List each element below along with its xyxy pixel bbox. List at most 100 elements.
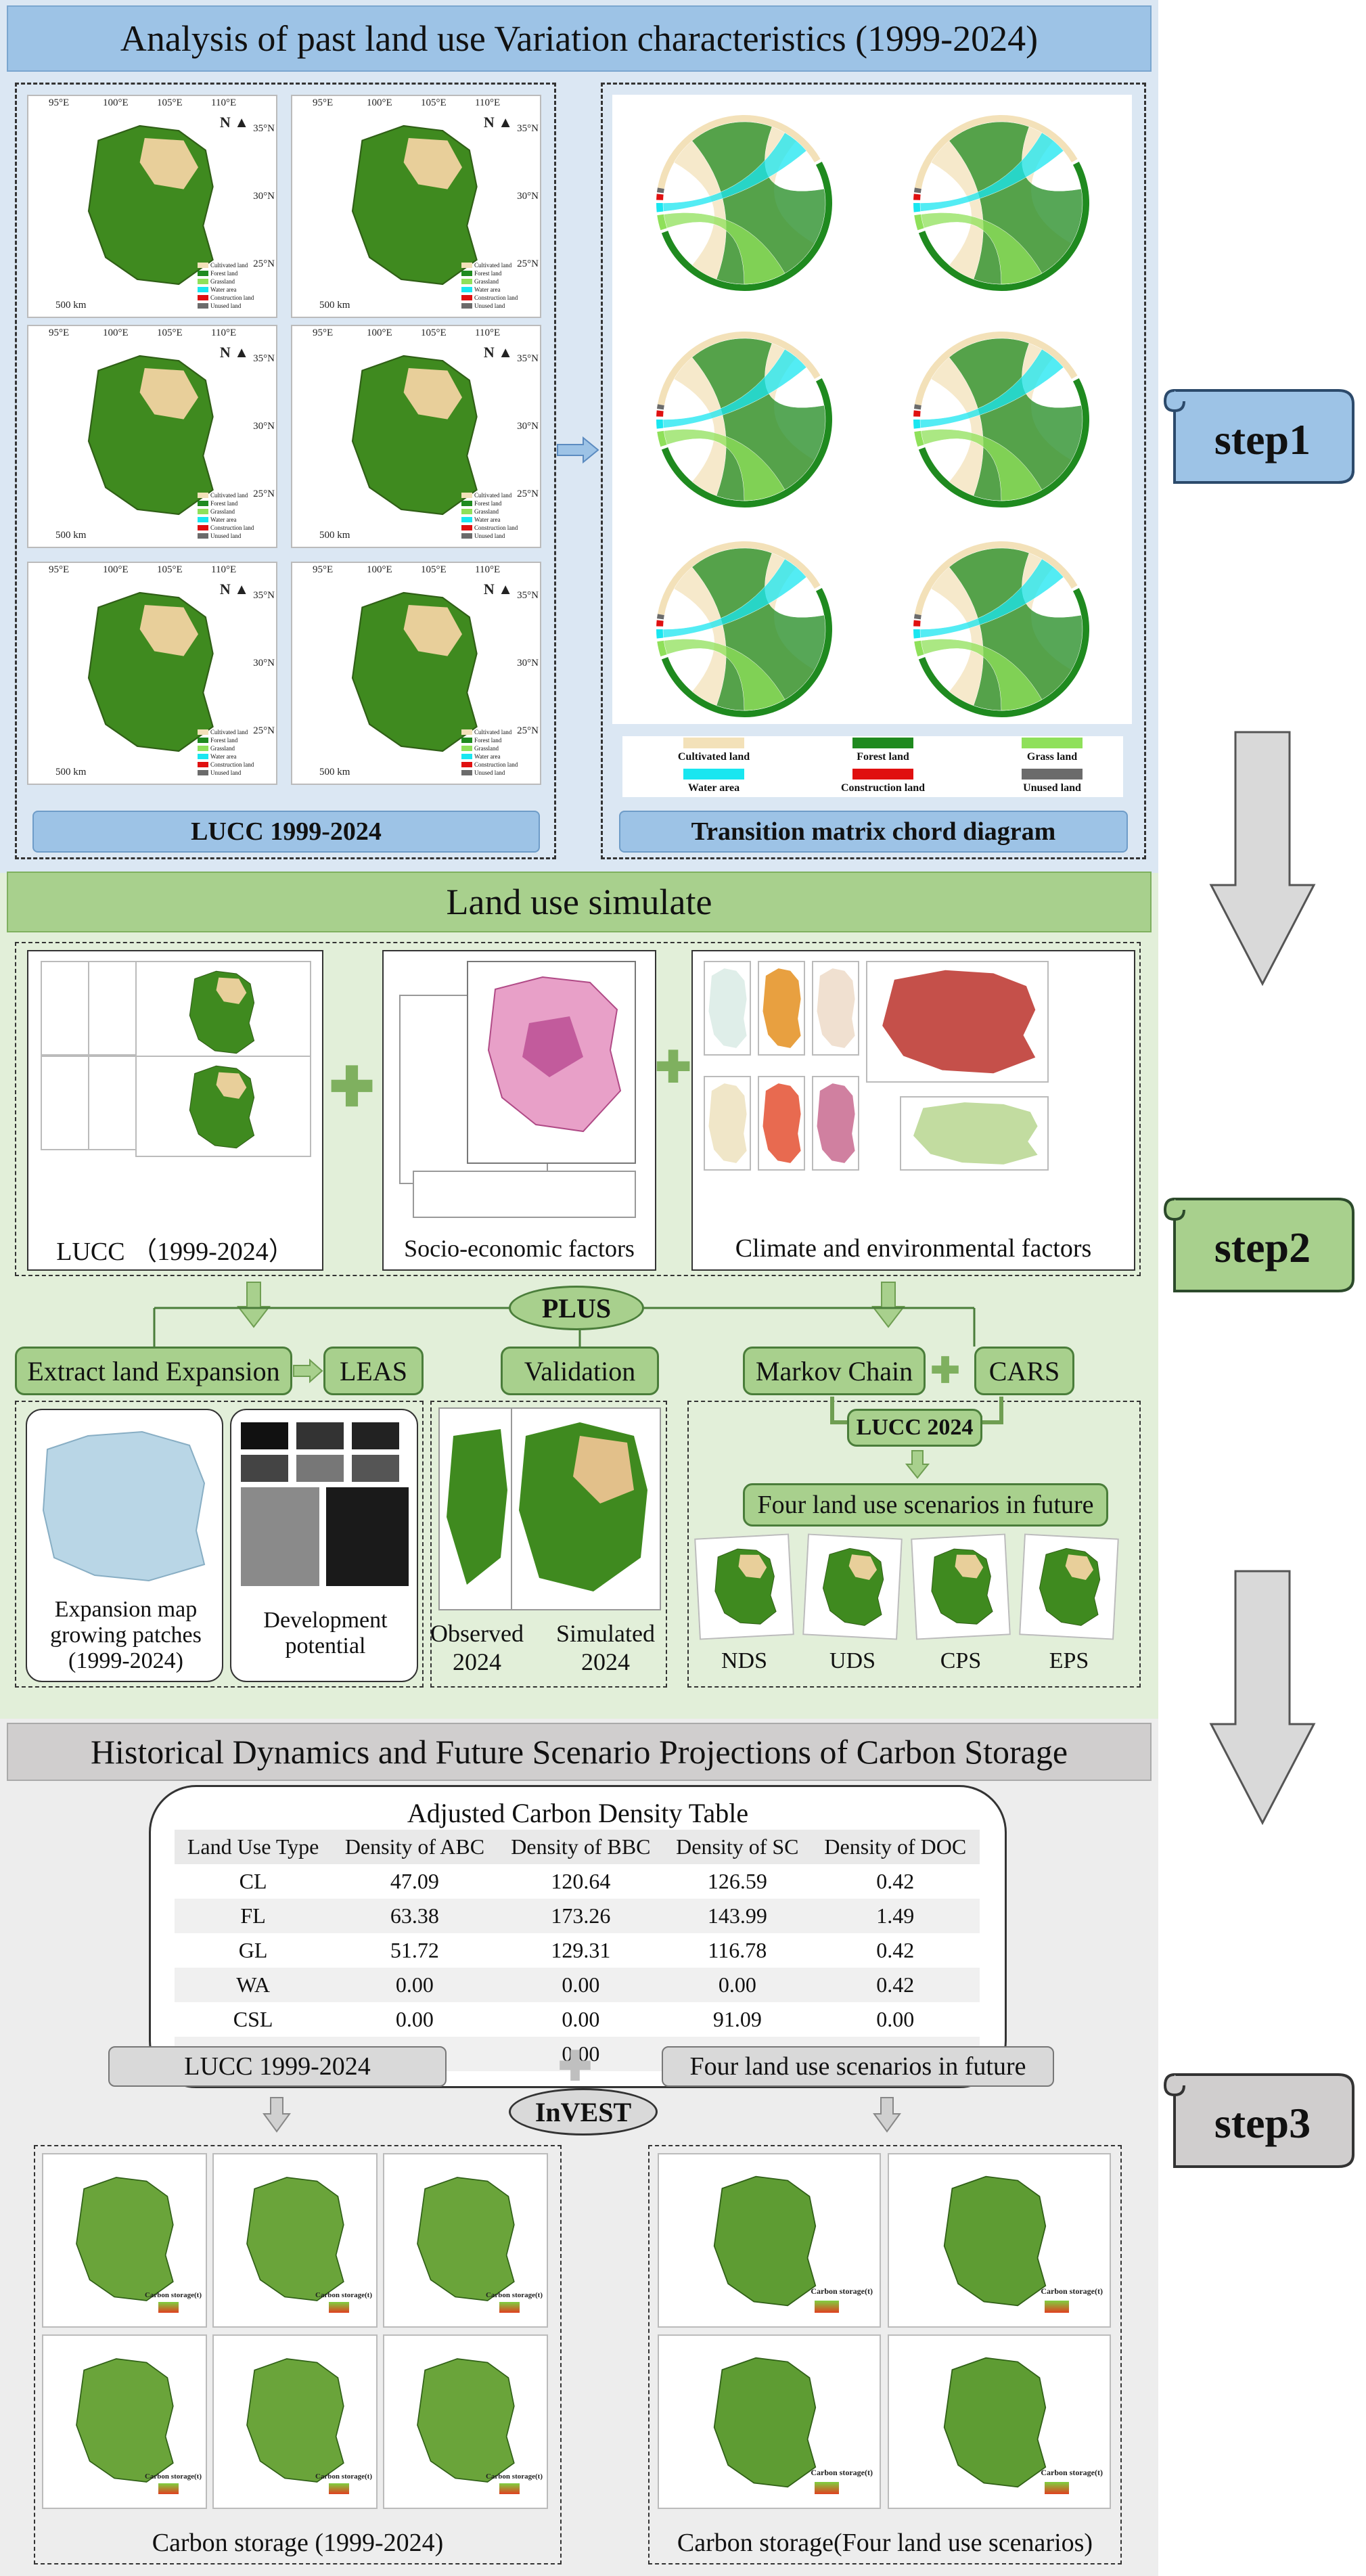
carbon-map: Carbon storage(t) — [212, 2153, 378, 2328]
chord-arc — [914, 640, 924, 657]
region-shape — [351, 591, 478, 752]
socio-factor-map-lower — [413, 1171, 636, 1218]
legend-swatch — [461, 271, 472, 276]
lat-tick: 25°N — [517, 258, 539, 269]
carbon-legend-ramp — [815, 2301, 839, 2313]
legend-swatch — [198, 263, 208, 268]
step3-label: step3 — [1214, 2099, 1311, 2147]
legend-entry: Forest land — [198, 736, 272, 744]
plus-icon: ✚ — [329, 1058, 375, 1118]
legend-label: Water area — [210, 753, 237, 760]
map-legend: Cultivated land Forest land Grassland Water… — [461, 261, 536, 310]
table-cell: 0.00 — [876, 2007, 915, 2031]
chord-legend-item: Cultivated land — [636, 736, 792, 766]
step2-ribbon — [1163, 1198, 1354, 1292]
table-cell: 129.31 — [551, 1938, 611, 1962]
legend-entry: Construction land — [461, 294, 536, 302]
lucc-map: 95°E 100°E 105°E 110°E 35°N 30°N 25°N N ▲ 500 km… — [27, 95, 277, 318]
chord-arc — [657, 332, 821, 406]
table-row: WA 0.00 0.00 0.00 0.42 — [175, 1968, 980, 2002]
carbon-legend-ramp — [329, 2302, 349, 2313]
region-shape — [76, 2177, 174, 2301]
chord-arc — [913, 620, 921, 627]
carbon-density-table: Land Use Type Density of ABC Density of BB… — [175, 1830, 980, 2071]
development-potential-maps — [241, 1422, 409, 1586]
table-cell: CL — [239, 1869, 267, 1893]
lat-tick: 30°N — [253, 658, 275, 669]
table-cell: 0.00 — [718, 1972, 756, 1997]
carbon-legend-title: Carbon storage(t) — [1041, 2286, 1103, 2296]
table-cell: 0.00 — [395, 2007, 434, 2031]
lon-tick: 105°E — [157, 327, 183, 338]
legend-label: Unused land — [210, 302, 242, 309]
legend-swatch — [461, 729, 472, 735]
scale-bar: 500 km — [319, 530, 350, 541]
population-density-map — [487, 976, 622, 1133]
chord-arc — [913, 203, 921, 212]
observed-map — [438, 1407, 513, 1610]
section3-title: Historical Dynamics and Future Scenario … — [7, 1723, 1152, 1781]
chord-arc — [656, 203, 664, 212]
carbon-legend-ramp — [158, 2302, 179, 2313]
legend-swatch — [198, 279, 208, 284]
lat-tick: 30°N — [253, 191, 275, 202]
legend-entry: Unused land — [198, 532, 272, 540]
map-legend: Cultivated land Forest land Grassland Water… — [198, 491, 272, 540]
lon-tick: 105°E — [421, 97, 447, 108]
carbon-legend-ramp — [329, 2483, 349, 2494]
lon-tick: 105°E — [157, 97, 183, 108]
legend-label: Construction land — [474, 294, 518, 301]
scenario-panel — [687, 1401, 1141, 1688]
carbon-map: Carbon storage(t) — [658, 2153, 881, 2328]
four-scenarios-box: Four land use scenarios in future — [743, 1483, 1108, 1527]
chord-arc — [913, 187, 921, 194]
legend-swatch — [198, 517, 208, 522]
legend-label: Construction land — [210, 524, 254, 531]
lat-tick: 30°N — [517, 658, 539, 669]
chord-diagram — [656, 332, 832, 508]
region-shape — [713, 2175, 817, 2307]
legend-label: Construction land — [210, 294, 254, 301]
scenario-label: CPS — [940, 1648, 982, 1673]
lat-tick: 35°N — [253, 123, 275, 134]
lucc-map: 95°E 100°E 105°E 110°E 35°N 30°N 25°N N ▲ 500 km… — [27, 562, 277, 785]
legend-swatch — [461, 746, 472, 751]
plus-icon: ✚ — [557, 2044, 593, 2089]
lat-tick: 35°N — [517, 353, 539, 364]
region-shape — [246, 2177, 344, 2301]
legend-swatch — [461, 501, 472, 506]
scale-bar: 500 km — [55, 300, 87, 311]
cars-box: CARS — [974, 1347, 1074, 1395]
plus-icon: ✚ — [930, 1352, 960, 1391]
right-arrow-icon — [557, 436, 599, 464]
legend-label: Cultivated land — [210, 262, 248, 269]
table-cell: 91.09 — [712, 2007, 762, 2031]
map-legend: Cultivated land Forest land Grassland Water… — [198, 261, 272, 310]
down-arrow-icon — [905, 1450, 930, 1479]
chord-arc — [657, 430, 667, 447]
legend-entry: Water area — [198, 752, 272, 761]
right-arrow-icon — [293, 1359, 323, 1383]
lon-tick: 105°E — [421, 564, 447, 575]
down-arrow-icon — [1209, 1570, 1316, 1826]
simulated-caption: Simulated 2024 — [556, 1620, 655, 1675]
scale-bar: 500 km — [55, 767, 87, 777]
table-cell: 1.49 — [876, 1903, 915, 1928]
chord-arc — [914, 541, 1078, 616]
chord-ribbon — [919, 558, 1064, 638]
legend-swatch — [461, 287, 472, 292]
step1-ribbon — [1163, 389, 1354, 484]
region-shape — [87, 591, 214, 752]
legend-entry: Water area — [198, 516, 272, 524]
table-header-cell: Land Use Type — [187, 1834, 319, 1859]
legend-entry: Cultivated land — [198, 261, 272, 269]
lon-tick: 100°E — [367, 327, 392, 338]
legend-label: Cultivated land — [474, 729, 512, 736]
legend-entry: Forest land — [461, 736, 536, 744]
lat-tick: 25°N — [517, 725, 539, 736]
legend-label: Forest land — [210, 500, 238, 507]
legend-label: Construction land — [474, 761, 518, 768]
table-cell: 0.00 — [562, 2041, 600, 2066]
north-arrow-icon: N ▲ — [219, 581, 249, 597]
plus-model-badge: PLUS — [509, 1286, 644, 1330]
